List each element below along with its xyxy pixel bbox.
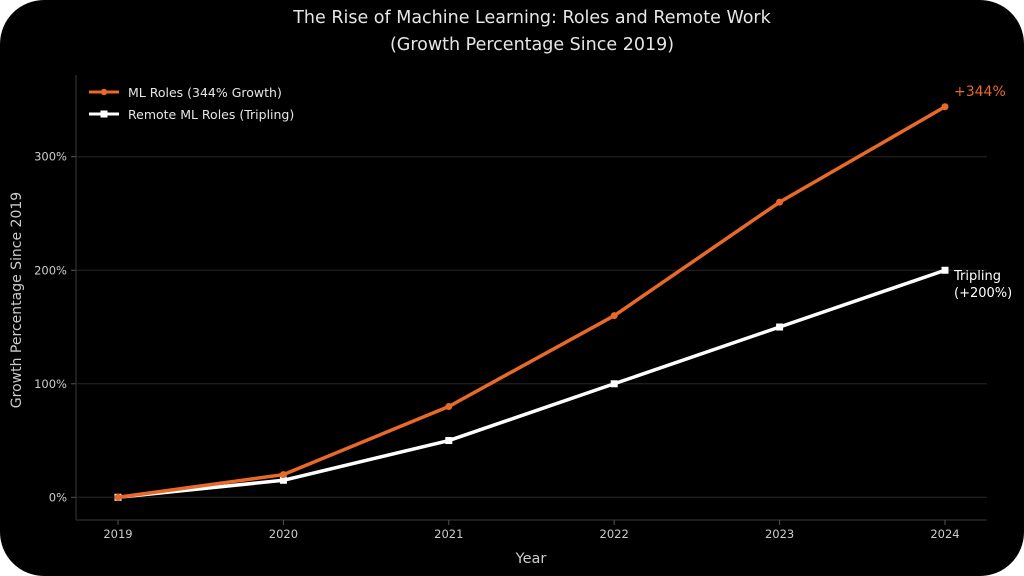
data-point-ml-roles <box>279 471 287 479</box>
data-point-remote-ml-roles <box>445 437 453 445</box>
legend-marker-remote-ml-roles <box>100 110 108 118</box>
y-tick-labels: 0% 100% 200% 300% <box>34 150 76 504</box>
y-tick-label: 200% <box>34 263 67 277</box>
chart-title-line2: (Growth Percentage Since 2019) <box>390 35 674 55</box>
data-point-ml-roles <box>941 103 949 111</box>
annotation-remote-end-line2: (+200%) <box>954 286 1012 301</box>
annotation-remote-end-line1: Tripling <box>953 269 1001 284</box>
legend-label-remote-ml-roles: Remote ML Roles (Tripling) <box>128 107 294 122</box>
y-tick-label: 300% <box>34 150 67 164</box>
data-point-remote-ml-roles <box>279 476 287 484</box>
y-axis-label: Growth Percentage Since 2019 <box>9 192 25 408</box>
data-point-ml-roles <box>610 312 618 320</box>
y-tick-label: 100% <box>34 377 67 391</box>
grid-lines <box>77 156 987 498</box>
data-point-ml-roles <box>776 198 784 206</box>
series-group <box>114 103 949 501</box>
legend: ML Roles (344% Growth) Remote ML Roles (… <box>89 85 294 122</box>
data-point-remote-ml-roles <box>610 380 618 388</box>
annotation-ml-end: +344% <box>954 84 1006 100</box>
x-axis-label: Year <box>515 551 547 567</box>
x-tick-label: 2019 <box>103 527 132 541</box>
x-tick-labels: 2019 2020 2021 2022 2023 2024 <box>103 520 960 541</box>
x-tick-label: 2021 <box>434 527 463 541</box>
y-tick-label: 0% <box>49 490 67 504</box>
series-line-remote-ml-roles <box>116 268 947 500</box>
data-point-remote-ml-roles <box>941 266 949 274</box>
series-line-ml-roles <box>116 105 947 500</box>
data-point-ml-roles <box>445 402 453 410</box>
x-tick-label: 2020 <box>269 527 298 541</box>
x-tick-label: 2023 <box>765 527 794 541</box>
legend-label-ml-roles: ML Roles (344% Growth) <box>128 85 282 100</box>
legend-marker-ml-roles <box>100 88 108 96</box>
data-point-remote-ml-roles <box>776 323 784 331</box>
x-tick-label: 2022 <box>600 527 629 541</box>
x-tick-label: 2024 <box>930 527 959 541</box>
data-point-ml-roles <box>114 493 122 501</box>
chart-title-line1: The Rise of Machine Learning: Roles and … <box>292 8 771 28</box>
